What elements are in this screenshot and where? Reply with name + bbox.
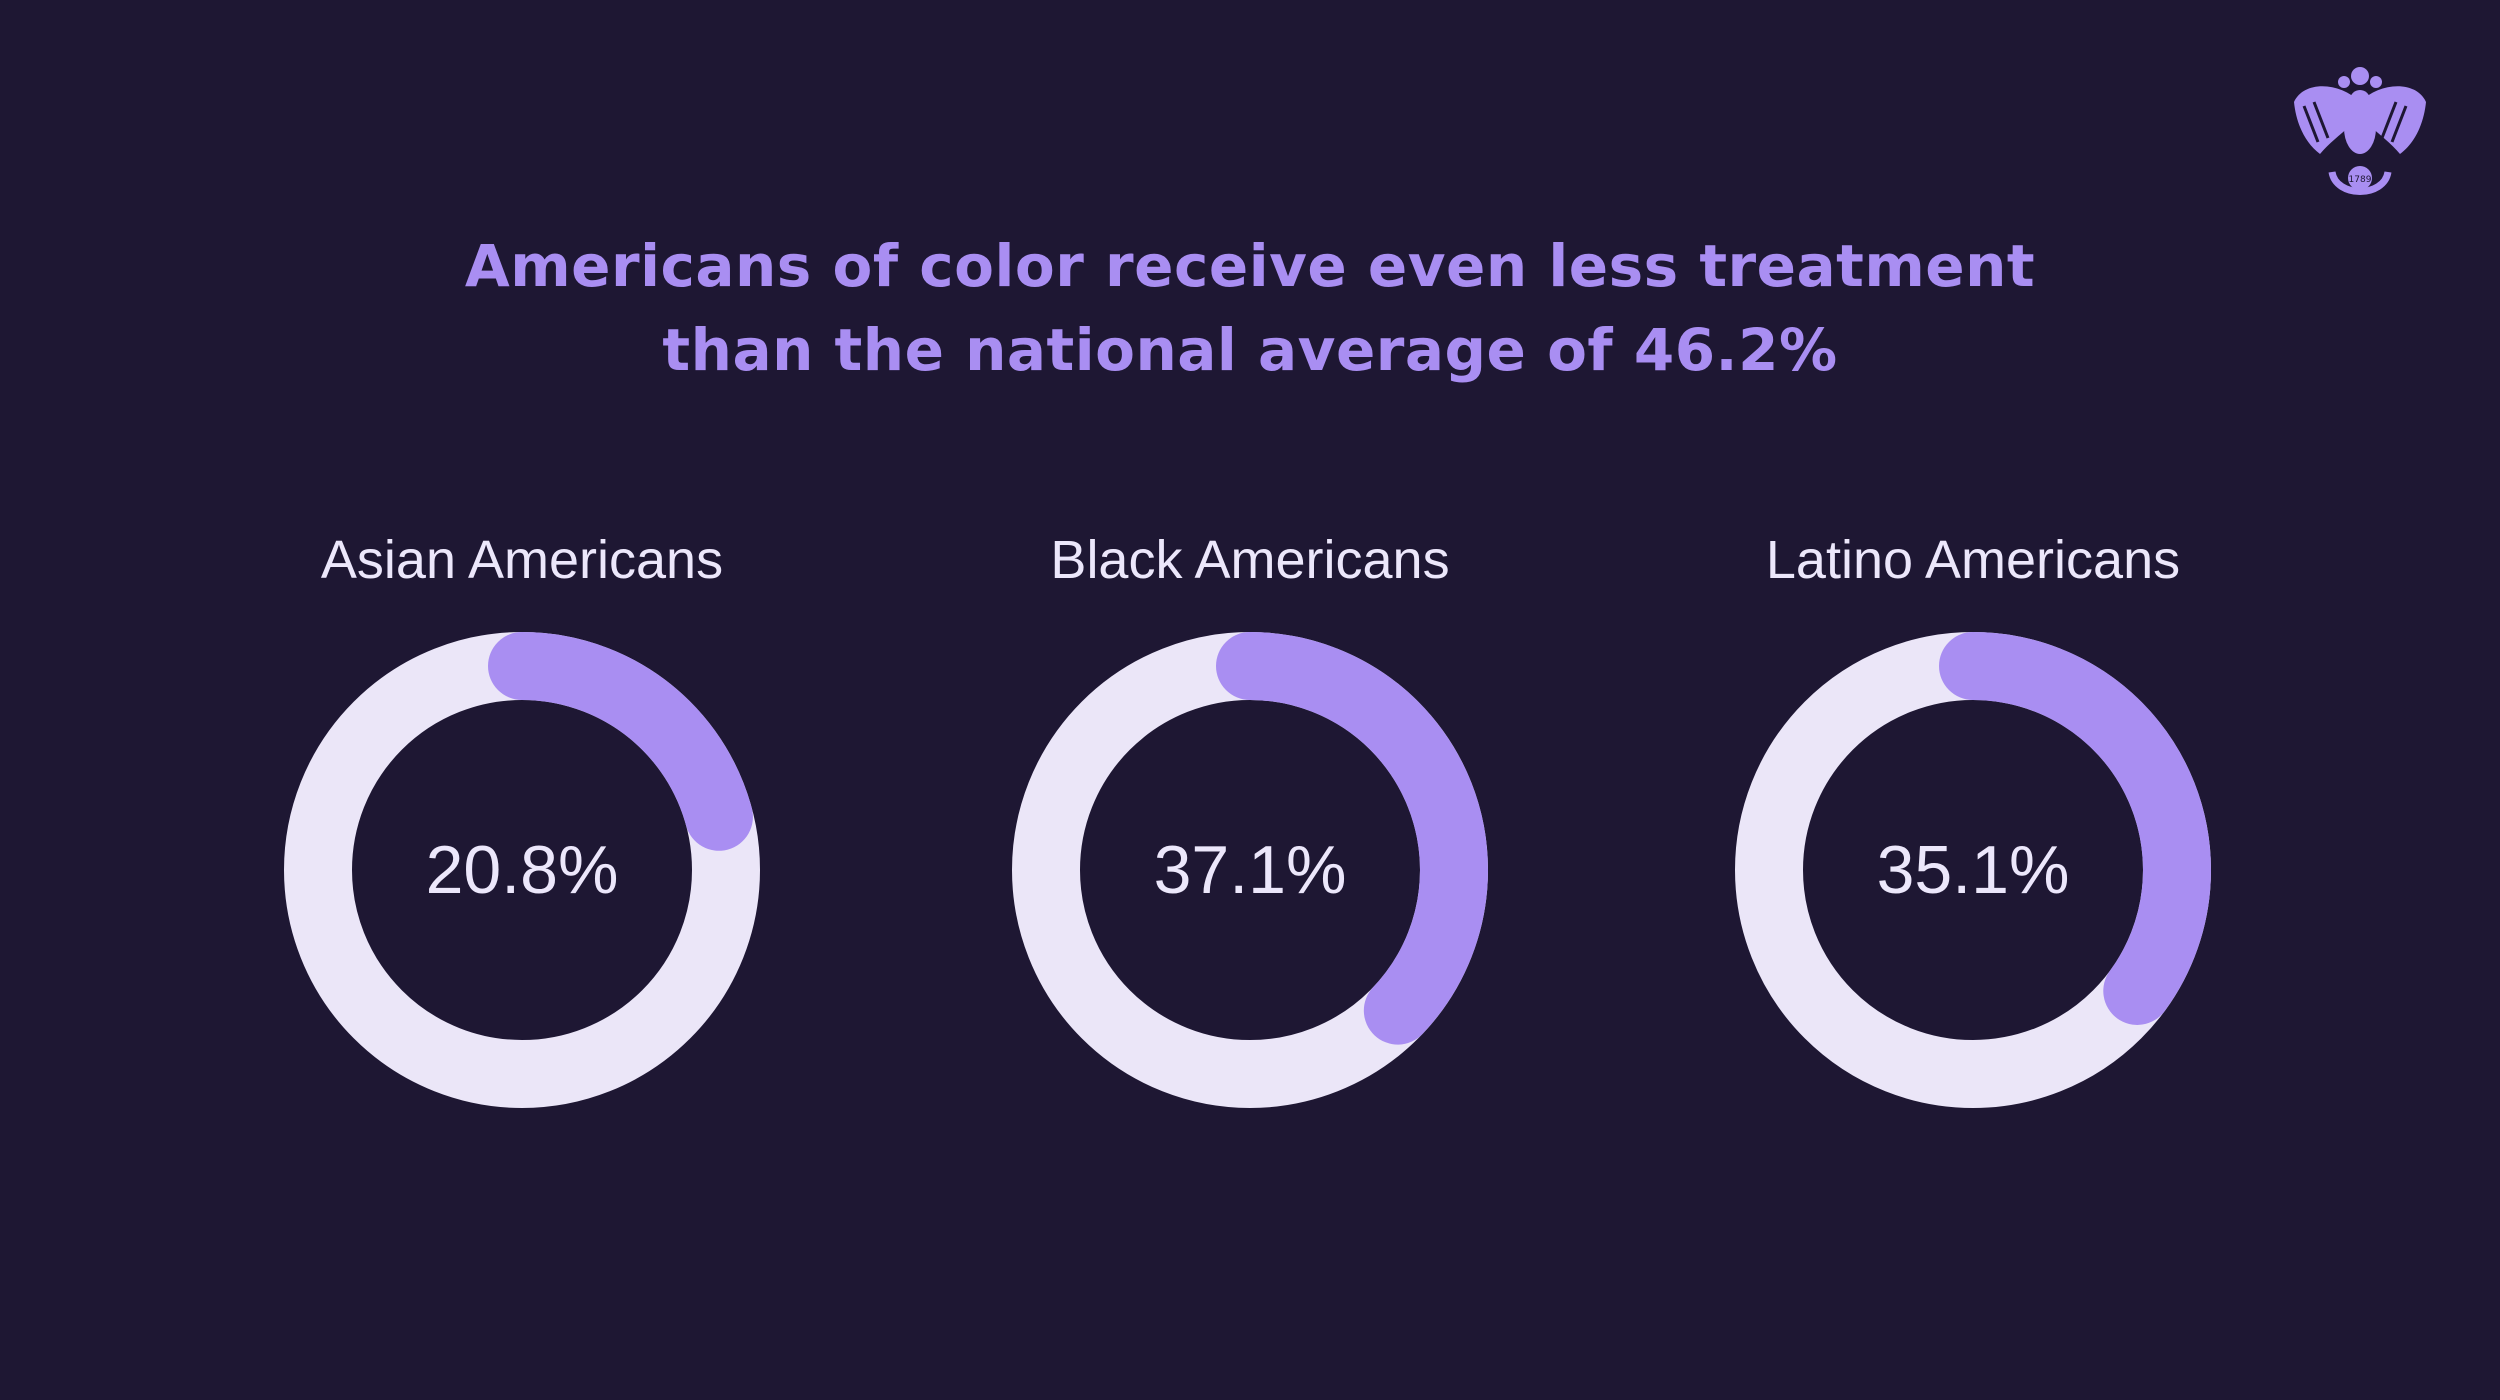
chart-title: Americans of color receive even less tre…: [300, 224, 2200, 392]
donut-value-label-latino: 35.1%: [1877, 832, 2070, 908]
donut-chart-black: Black Americans 37.1%: [950, 520, 1550, 1120]
donut-svg-latino: 35.1%: [1735, 632, 2211, 1108]
donut-segment-latino: [1939, 632, 2211, 1025]
chart-label-latino: Latino Americans: [1765, 530, 2181, 590]
donut-value-label-black: 37.1%: [1154, 832, 1347, 908]
chart-label-black: Black Americans: [1050, 530, 1450, 590]
donut-segment-black: [1216, 632, 1488, 1045]
chart-label-asian: Asian Americans: [320, 530, 724, 590]
donut-chart-latino: Latino Americans 35.1%: [1673, 520, 2273, 1120]
eagle-seal-icon: 1789: [2294, 67, 2426, 195]
chart-title-line-1: Americans of color receive even less tre…: [464, 232, 2036, 300]
donut-svg-black: 37.1%: [1012, 632, 1488, 1108]
donut-value-label-asian: 20.8%: [426, 832, 619, 908]
logo-year: 1789: [2349, 175, 2372, 185]
chart-title-line-2: than the national average of 46.2%: [662, 316, 1838, 384]
donut-svg-asian: 20.8%: [284, 632, 760, 1108]
donut-segment-asian: [488, 632, 753, 851]
donut-chart-asian: Asian Americans 20.8%: [222, 520, 822, 1120]
